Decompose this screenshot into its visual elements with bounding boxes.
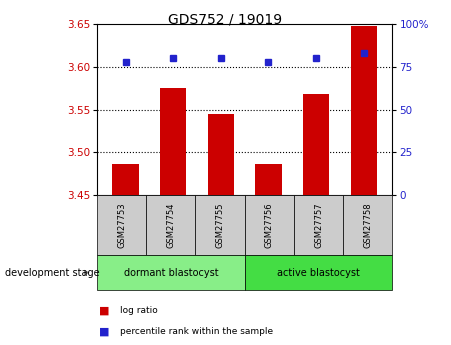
Bar — [244, 255, 392, 290]
Text: GSM27757: GSM27757 — [314, 202, 323, 248]
Bar — [146, 195, 195, 255]
Text: GSM27753: GSM27753 — [117, 202, 126, 248]
Text: ■: ■ — [99, 306, 110, 315]
Bar — [112, 164, 138, 195]
Text: GSM27758: GSM27758 — [363, 202, 372, 248]
Bar — [97, 195, 146, 255]
Text: GDS752 / 19019: GDS752 / 19019 — [168, 12, 283, 26]
Bar — [244, 195, 294, 255]
Bar — [195, 195, 244, 255]
Bar — [351, 26, 377, 195]
Text: GSM27754: GSM27754 — [166, 203, 175, 248]
Bar — [303, 94, 329, 195]
Text: GSM27755: GSM27755 — [216, 203, 225, 248]
Bar — [255, 164, 281, 195]
Text: development stage: development stage — [5, 268, 99, 277]
Text: active blastocyst: active blastocyst — [277, 268, 360, 277]
Text: dormant blastocyst: dormant blastocyst — [124, 268, 218, 277]
Bar — [208, 114, 234, 195]
Bar — [97, 255, 244, 290]
Text: GSM27756: GSM27756 — [265, 202, 274, 248]
Text: log ratio: log ratio — [120, 306, 157, 315]
Bar — [343, 195, 392, 255]
Text: ■: ■ — [99, 326, 110, 336]
Text: percentile rank within the sample: percentile rank within the sample — [120, 327, 273, 336]
Bar — [160, 88, 186, 195]
Bar — [294, 195, 343, 255]
